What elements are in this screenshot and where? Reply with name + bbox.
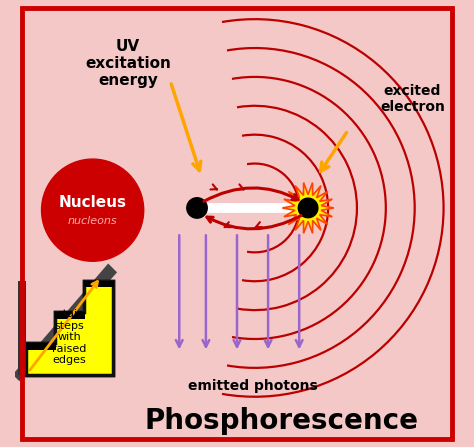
- Polygon shape: [13, 263, 117, 381]
- Polygon shape: [26, 281, 113, 375]
- Text: stair
steps
with
raised
edges: stair steps with raised edges: [52, 309, 86, 365]
- Circle shape: [298, 198, 318, 218]
- Bar: [84, 281, 113, 287]
- Bar: [55, 312, 85, 319]
- Text: Nucleus: Nucleus: [59, 195, 127, 210]
- Text: excited
electron: excited electron: [380, 84, 445, 114]
- Polygon shape: [283, 182, 334, 233]
- Bar: [26, 343, 56, 350]
- Circle shape: [187, 198, 207, 218]
- Text: nucleons: nucleons: [68, 216, 118, 226]
- Polygon shape: [26, 281, 113, 375]
- Text: emitted photons: emitted photons: [188, 379, 318, 392]
- Bar: [18, 281, 26, 375]
- Text: Phosphorescence: Phosphorescence: [145, 407, 419, 435]
- Text: UV
excitation
energy: UV excitation energy: [85, 39, 171, 89]
- Circle shape: [42, 159, 144, 261]
